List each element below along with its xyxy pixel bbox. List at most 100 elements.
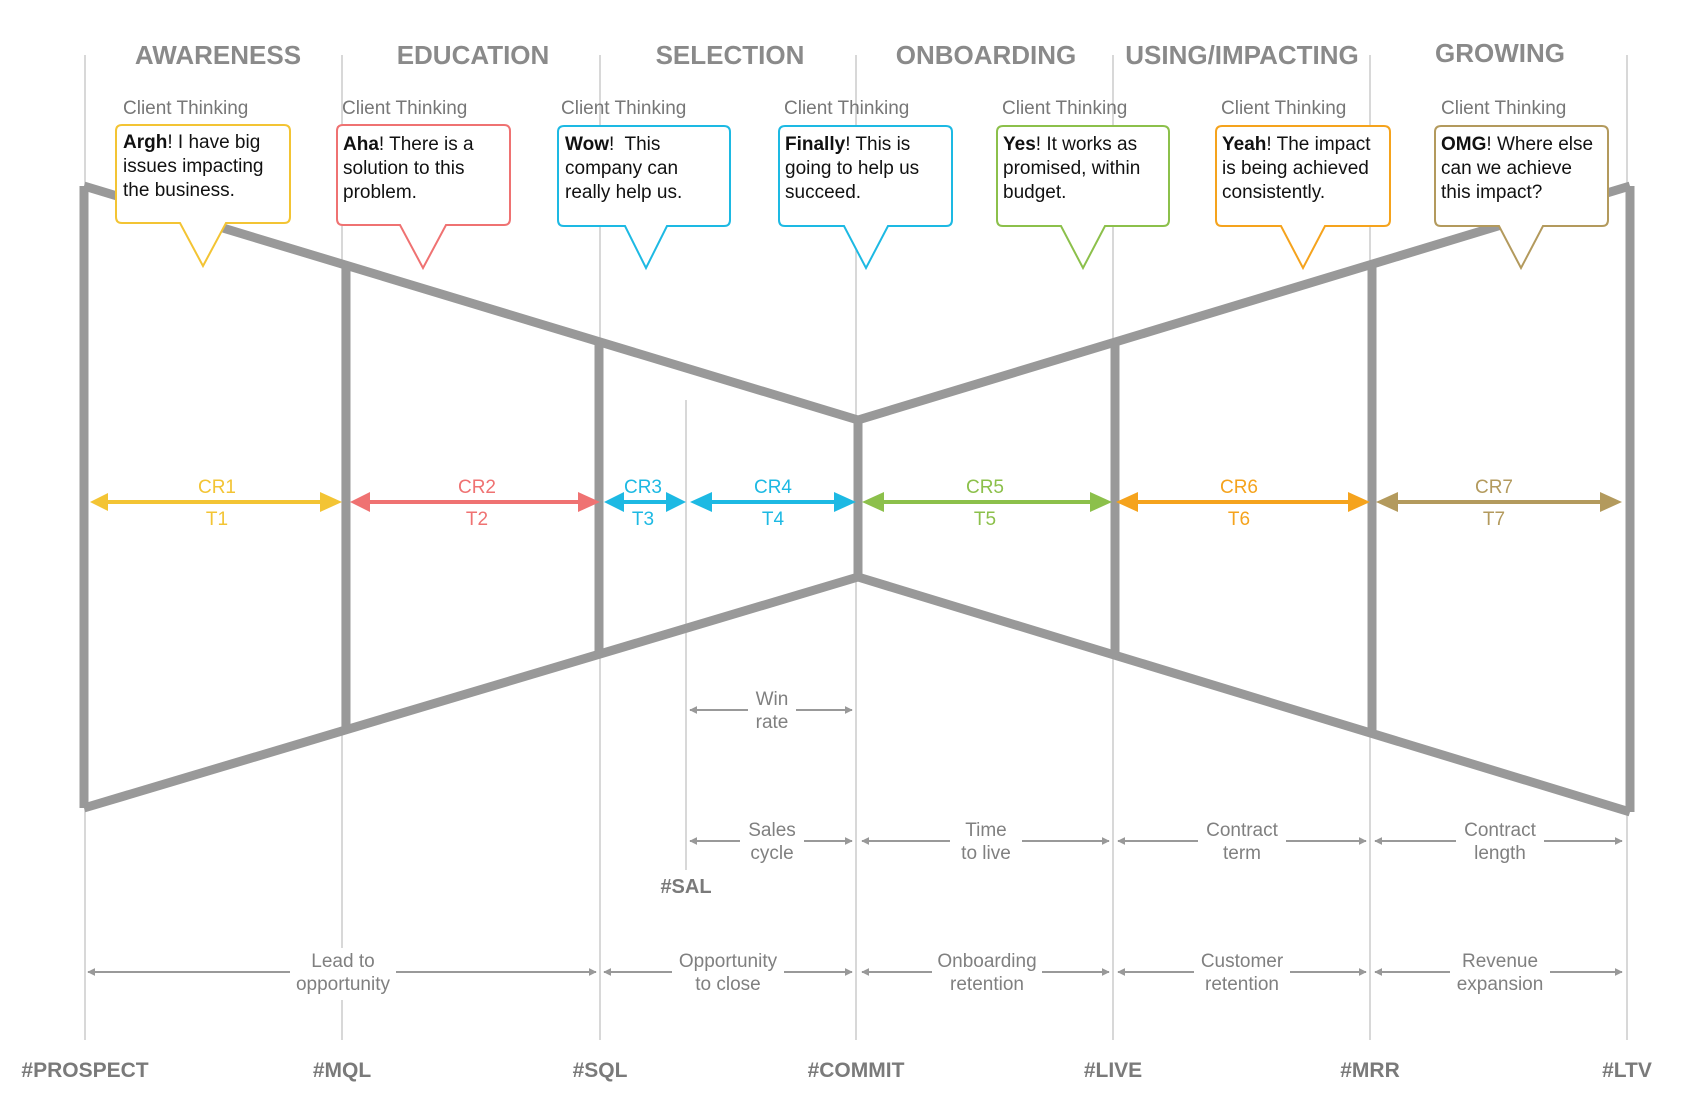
metric-label-bg — [1194, 948, 1290, 1000]
metric-line-2: expansion — [1457, 974, 1544, 995]
arrow-head-left — [1116, 492, 1138, 512]
milestone-commit: #COMMIT — [808, 1059, 905, 1082]
metric-label-bg — [1456, 818, 1544, 868]
cr-label: CR7 — [1475, 477, 1513, 498]
stage-selection: SELECTION — [656, 40, 805, 70]
bubble-line-3: the business. — [123, 180, 235, 201]
client-thinking-label: Client Thinking — [123, 98, 248, 119]
bubble-awareness: Client Thinking Argh! I have big issues … — [115, 98, 291, 269]
client-thinking-label: Client Thinking — [1441, 98, 1566, 119]
bubble-text: Finally! This is — [785, 134, 910, 155]
bubble-line-3: problem. — [343, 182, 417, 203]
cr-label: CR2 — [458, 477, 496, 498]
bubble-line-2: can we achieve — [1441, 158, 1572, 179]
bubble-text: Argh! I have big — [123, 132, 260, 153]
client-thinking-label: Client Thinking — [561, 98, 686, 119]
metric-sales-cycle: Sales cycle — [689, 818, 853, 868]
cr-label: CR6 — [1220, 477, 1258, 498]
bubble-bold-word: Yeah — [1222, 134, 1266, 155]
t-label: T7 — [1483, 509, 1505, 530]
bubble-text: Aha! There is a — [343, 134, 474, 155]
metric-line-2: to close — [695, 974, 760, 995]
bubble-text: OMG! Where else — [1441, 134, 1593, 155]
metrics-row-2: Lead to opportunity Opportunity to close… — [87, 948, 1623, 1000]
bowtie-bottom-left — [82, 572, 860, 813]
bubble-line-2: promised, within — [1003, 158, 1140, 179]
cr-label: CR4 — [754, 477, 792, 498]
bubble-line-1: ! There is a — [379, 134, 474, 155]
t-label: T6 — [1228, 509, 1250, 530]
bubble-bold-word: Wow — [565, 134, 609, 155]
bubble-bold-word: OMG — [1441, 134, 1486, 155]
conversion-1: CR1 T1 — [90, 477, 342, 530]
conversion-3: CR3 T3 — [604, 477, 686, 530]
arrow-head-left — [350, 492, 370, 512]
arrow-head-right — [320, 492, 342, 512]
metric-label-bg — [932, 948, 1042, 1000]
bubble-line-1: ! Where else — [1486, 134, 1593, 155]
bubble-line-1: ! I have big — [167, 132, 260, 153]
metric-line-1: Revenue — [1462, 951, 1538, 972]
metric-line-1: Time — [965, 820, 1007, 841]
client-thinking-label: Client Thinking — [1221, 98, 1346, 119]
bubble-line-2: is being achieved — [1222, 158, 1369, 179]
metric-win-rate: Win rate — [689, 686, 853, 736]
bubble-bold-word: Argh — [123, 132, 167, 153]
metric-line-2: length — [1474, 843, 1526, 864]
metric-label-bg — [950, 818, 1022, 868]
t-label: T5 — [974, 509, 996, 530]
metric-line-1: Contract — [1464, 820, 1537, 841]
metric-contract-length: Contract length — [1374, 818, 1623, 868]
metric-label-bg — [672, 948, 784, 1000]
arrow-head-right — [1090, 492, 1112, 512]
bubble-bold-word: Aha — [343, 134, 379, 155]
metric-line-2: to live — [961, 843, 1011, 864]
stage-education: EDUCATION — [397, 40, 550, 70]
bubble-text: Yes! It works as — [1003, 134, 1137, 155]
metric-line-1: Onboarding — [937, 951, 1036, 972]
t-label: T4 — [762, 509, 785, 530]
client-thinking-label: Client Thinking — [342, 98, 467, 119]
bubble-education: Client Thinking Aha! There is a solution… — [336, 98, 511, 271]
bubble-onboarding: Client Thinking Yes! It works as promise… — [996, 98, 1170, 271]
metric-label-bg — [1450, 948, 1550, 1000]
metric-line-2: retention — [950, 974, 1024, 995]
cr-label: CR5 — [966, 477, 1004, 498]
bubble-line-3: consistently. — [1222, 182, 1325, 203]
arrow-head-right — [578, 492, 600, 512]
speech-bubble-shape — [778, 125, 953, 271]
metric-label-bg — [740, 818, 804, 868]
conversion-2: CR2 T2 — [350, 477, 600, 530]
arrow-head-right — [1348, 492, 1370, 512]
metric-label-bg — [1198, 818, 1286, 868]
conversion-4: CR4 T4 — [690, 477, 856, 530]
metric-line-1: Opportunity — [679, 951, 778, 972]
bubble-line-3: this impact? — [1441, 182, 1542, 203]
bubble-line-3: really help us. — [565, 182, 682, 203]
speech-bubble-shape — [1434, 125, 1609, 271]
metric-line-1: Sales — [748, 820, 796, 841]
metric-onboarding-retention: Onboarding retention — [861, 948, 1110, 1000]
conversion-arrows: CR1 T1 CR2 T2 CR3 T3 CR4 T4 — [90, 477, 1622, 530]
milestone-live: #LIVE — [1084, 1059, 1142, 1082]
milestone-mql: #MQL — [313, 1059, 372, 1082]
t-label: T1 — [206, 509, 228, 530]
speech-bubble-shape — [336, 124, 511, 271]
cr-label: CR1 — [198, 477, 236, 498]
metric-line-2: retention — [1205, 974, 1279, 995]
metric-contract-term: Contract term — [1117, 818, 1367, 868]
bubble-commit: Client Thinking Finally! This is going t… — [778, 98, 953, 271]
conversion-5: CR5 T5 — [862, 477, 1112, 530]
bubble-bold-word: Finally — [785, 134, 846, 155]
milestone-sql: #SQL — [573, 1059, 628, 1082]
metric-line-2: cycle — [750, 843, 793, 864]
cr-label: CR3 — [624, 477, 662, 498]
arrow-head-left — [1376, 492, 1398, 512]
metrics-row-1: Sales cycle Time to live Contract term C… — [689, 818, 1623, 868]
client-thinking-label: Client Thinking — [784, 98, 909, 119]
metric-lead-to-opportunity: Lead to opportunity — [87, 948, 597, 1000]
client-thinking-label: Client Thinking — [1002, 98, 1127, 119]
metric-time-to-live: Time to live — [861, 818, 1110, 868]
speech-bubble-shape — [557, 125, 731, 271]
